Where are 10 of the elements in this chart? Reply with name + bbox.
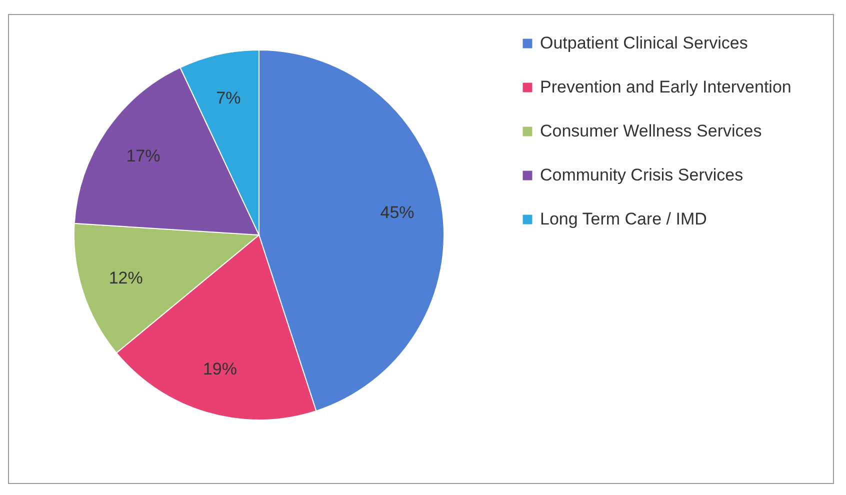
data-label: 12% [108,268,143,288]
data-label: 45% [380,203,414,222]
legend-label: Consumer Wellness Services [540,122,762,140]
data-label: 7% [216,88,241,108]
legend-label: Prevention and Early Intervention [540,78,792,96]
data-label: 19% [202,359,237,378]
data-label: 17% [126,146,160,166]
legend-label: Outpatient Clinical Services [540,34,748,52]
legend-label: Community Crisis Services [540,166,744,184]
legend-label: Long Term Care / IMD [540,210,707,228]
